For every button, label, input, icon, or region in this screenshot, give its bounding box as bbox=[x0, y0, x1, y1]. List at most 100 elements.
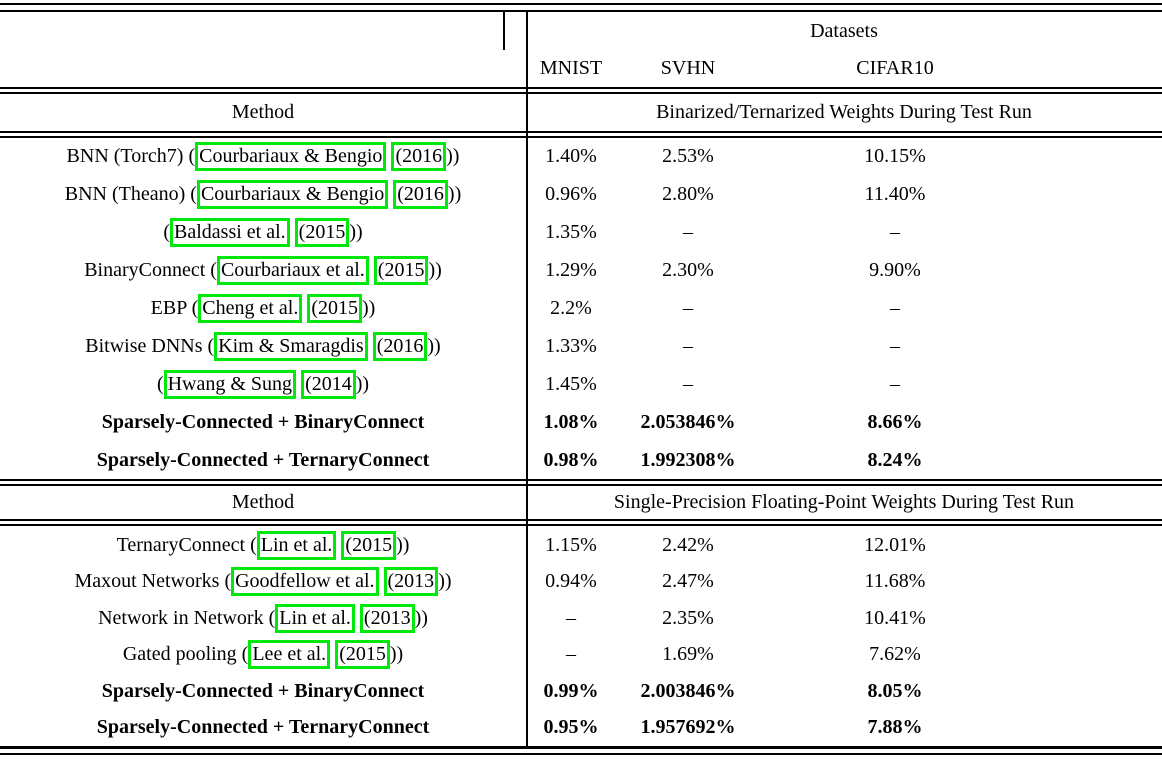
citation-year-link[interactable]: (2015 bbox=[373, 256, 429, 286]
method-cell: Maxout Networks (Goodfellow et al. (2013… bbox=[0, 567, 526, 597]
cifar10-value-cell: 7.88% bbox=[867, 716, 923, 739]
citation-author-link[interactable]: Kim & Smaragdis bbox=[214, 331, 368, 361]
citation-author-link[interactable]: Cheng et al. bbox=[198, 294, 303, 323]
method-header-row-1: Method Binarized/Ternarized Weights Duri… bbox=[0, 94, 1162, 131]
cifar10-value-cell: – bbox=[890, 221, 900, 244]
datasets-header: Datasets bbox=[810, 19, 878, 42]
mnist-value-cell: – bbox=[566, 606, 576, 629]
method1-rule-upper bbox=[0, 131, 1162, 133]
mnist-value-cell: 1.08% bbox=[543, 410, 599, 433]
citation-author-link[interactable]: Courbariaux et al. bbox=[216, 256, 369, 286]
cifar10-value-cell: 8.05% bbox=[867, 679, 923, 702]
cifar10-value-cell: 10.15% bbox=[864, 145, 926, 168]
cifar10-value-cell: 11.68% bbox=[864, 570, 926, 593]
table-row: BinaryConnect (Courbariaux et al. (2015)… bbox=[0, 252, 1162, 290]
cifar10-value-cell: – bbox=[890, 372, 900, 395]
method-cell: Gated pooling (Lee et al. (2015)) bbox=[0, 640, 526, 670]
citation-author-link[interactable]: Courbariaux & Bengio bbox=[195, 142, 387, 172]
svhn-value-cell: 2.35% bbox=[662, 606, 714, 629]
method-cell: Network in Network (Lin et al. (2013)) bbox=[0, 603, 526, 633]
method-cell: EBP (Cheng et al. (2015)) bbox=[0, 294, 526, 323]
table-row: EBP (Cheng et al. (2015)) 2.2% – – bbox=[0, 290, 1162, 328]
method1-rule-lower bbox=[0, 136, 1162, 138]
svhn-value-cell: 2.53% bbox=[662, 145, 714, 168]
bottom-rule-outer bbox=[0, 746, 1162, 749]
cifar10-value-cell: 12.01% bbox=[864, 533, 926, 556]
citation-author-link[interactable]: Goodfellow et al. bbox=[231, 567, 379, 597]
citation-author-link[interactable]: Baldassi et al. bbox=[170, 218, 290, 248]
table-row: Sparsely-Connected + BinaryConnect 1.08% 2… bbox=[0, 403, 1162, 441]
method-cell: Sparsely-Connected + TernaryConnect bbox=[96, 716, 430, 739]
svhn-value-cell: 2.003846% bbox=[640, 679, 736, 702]
svhn-value-cell: – bbox=[683, 221, 693, 244]
mnist-value-cell: 1.40% bbox=[545, 145, 597, 168]
svhn-value-cell: 1.69% bbox=[662, 643, 714, 666]
section1-end-rule-lower bbox=[0, 484, 1162, 486]
svhn-value-cell: – bbox=[683, 334, 693, 357]
dataset-columns-row: MNIST SVHN CIFAR10 bbox=[526, 50, 1162, 87]
svhn-value-cell: – bbox=[683, 297, 693, 319]
mnist-value-cell: 1.29% bbox=[545, 259, 597, 282]
table-row: Bitwise DNNs (Kim & Smaragdis (2016)) 1.3… bbox=[0, 327, 1162, 365]
citation-year-link[interactable]: (2015 bbox=[307, 294, 363, 323]
mnist-value-cell: 1.33% bbox=[545, 334, 597, 357]
citation-year-link[interactable]: (2013 bbox=[359, 603, 415, 633]
bottom-rule-inner bbox=[0, 753, 1162, 755]
table-row: Gated pooling (Lee et al. (2015)) – 1.69% 7… bbox=[0, 637, 1162, 674]
mnist-value-cell: 1.45% bbox=[545, 372, 597, 395]
citation-year-link[interactable]: (2016 bbox=[391, 142, 447, 172]
method2-rule-upper bbox=[0, 519, 1162, 521]
column-header-svhn: SVHN bbox=[660, 57, 716, 79]
citation-year-link[interactable]: (2016 bbox=[372, 331, 428, 361]
table-row: (Baldassi et al. (2015)) 1.35% – – bbox=[0, 214, 1162, 252]
table-row: Maxout Networks (Goodfellow et al. (2013… bbox=[0, 564, 1162, 601]
mnist-value-cell: 0.96% bbox=[545, 183, 597, 206]
column-header-cifar10: CIFAR10 bbox=[856, 57, 934, 79]
citation-author-link[interactable]: Courbariaux & Bengio bbox=[196, 180, 389, 210]
mnist-value-cell: 2.2% bbox=[550, 297, 592, 319]
method-cell: TernaryConnect (Lin et al. (2015)) bbox=[0, 530, 526, 560]
citation-year-link[interactable]: (2013 bbox=[383, 567, 439, 597]
table-row: BNN (Theano) (Courbariaux & Bengio (2016… bbox=[0, 176, 1162, 214]
citation-year-link[interactable]: (2015 bbox=[335, 640, 390, 670]
svhn-value-cell: 1.992308% bbox=[640, 448, 736, 471]
method-header-row-2: Method Single-Precision Floating-Point W… bbox=[0, 486, 1162, 519]
cifar10-value-cell: – bbox=[890, 334, 900, 357]
citation-author-link[interactable]: Hwang & Sung bbox=[163, 369, 297, 399]
svhn-value-cell: 2.42% bbox=[662, 533, 714, 556]
cifar10-value-cell: – bbox=[890, 297, 900, 319]
method-cell: Sparsely-Connected + BinaryConnect bbox=[101, 679, 425, 702]
citation-year-link[interactable]: (2016 bbox=[393, 180, 448, 210]
cifar10-value-cell: 8.24% bbox=[867, 448, 923, 471]
top-rule-outer bbox=[0, 3, 1162, 5]
citation-author-link[interactable]: Lin et al. bbox=[275, 603, 355, 633]
citation-year-link[interactable]: (2015 bbox=[294, 218, 350, 248]
mnist-value-cell: 0.98% bbox=[543, 448, 599, 471]
mnist-value-cell: 0.99% bbox=[543, 679, 599, 702]
section-header-floating: Single-Precision Floating-Point Weights … bbox=[613, 491, 1075, 513]
svhn-value-cell: 2.80% bbox=[662, 183, 714, 206]
citation-author-link[interactable]: Lin et al. bbox=[256, 530, 337, 560]
section-header-binarized: Binarized/Ternarized Weights During Test… bbox=[656, 101, 1032, 123]
mnist-value-cell: 0.94% bbox=[545, 570, 597, 593]
method-cell: (Hwang & Sung (2014)) bbox=[0, 369, 526, 399]
citation-year-link[interactable]: (2014 bbox=[301, 369, 356, 399]
top-rule-inner bbox=[0, 10, 1162, 12]
table-row: Sparsely-Connected + TernaryConnect 0.98%… bbox=[0, 441, 1162, 479]
table-row: Sparsely-Connected + BinaryConnect 0.99% 2… bbox=[0, 673, 1162, 710]
svhn-value-cell: 2.053846% bbox=[640, 410, 736, 433]
cifar10-value-cell: 9.90% bbox=[869, 259, 921, 282]
mnist-value-cell: 0.95% bbox=[543, 716, 599, 739]
section1-end-rule-upper bbox=[0, 479, 1162, 481]
datasets-rule-lower bbox=[0, 92, 1162, 94]
column-divider-line bbox=[526, 10, 528, 746]
svhn-value-cell: 2.47% bbox=[662, 570, 714, 593]
citation-year-link[interactable]: (2015 bbox=[341, 530, 397, 560]
citation-author-link[interactable]: Lee et al. bbox=[248, 640, 331, 670]
method-cell: BinaryConnect (Courbariaux et al. (2015)… bbox=[0, 256, 526, 286]
method-cell: Sparsely-Connected + TernaryConnect bbox=[96, 448, 430, 471]
method-cell: (Baldassi et al. (2015)) bbox=[0, 218, 526, 248]
floating-section-rows: TernaryConnect (Lin et al. (2015)) 1.15% 2… bbox=[0, 527, 1162, 746]
method-cell: Sparsely-Connected + BinaryConnect bbox=[101, 410, 425, 433]
